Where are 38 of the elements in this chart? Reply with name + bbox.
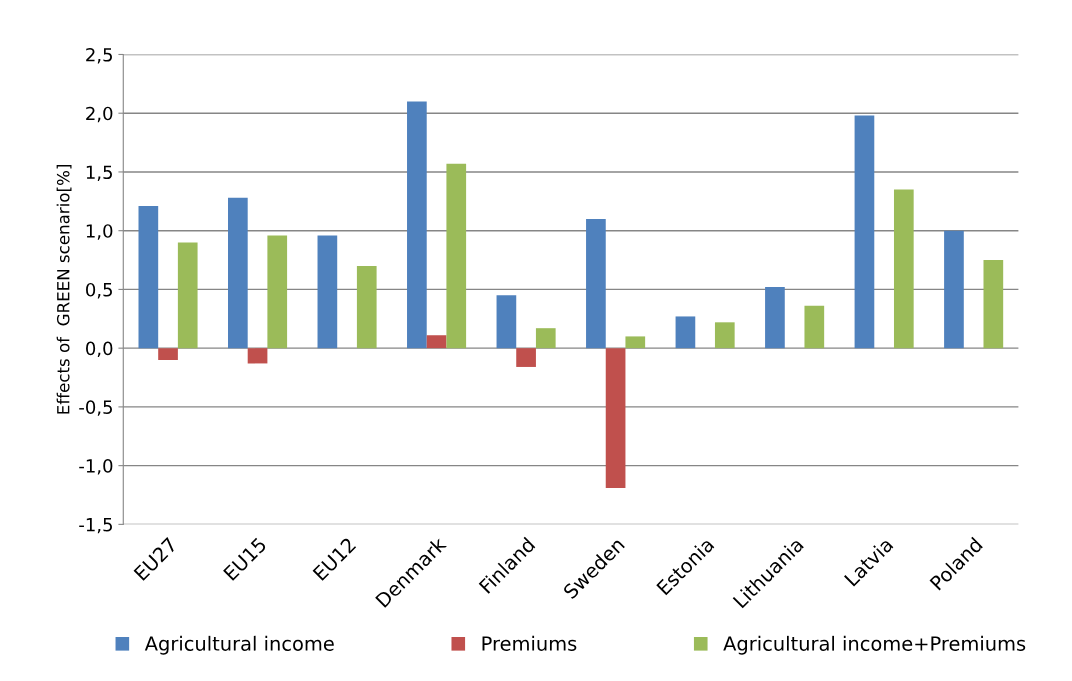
bar <box>586 218 606 349</box>
y-tick-label: 2,5 <box>86 47 112 64</box>
bar <box>407 101 427 349</box>
bar <box>516 348 536 367</box>
legend-label: Premiums <box>482 635 577 651</box>
bar <box>893 189 914 349</box>
y-tick-label: -0,5 <box>79 400 112 416</box>
legend-label: Agricultural income <box>144 635 334 655</box>
bar <box>804 305 825 349</box>
bar <box>625 336 646 349</box>
y-tick-label: 0,0 <box>86 341 113 358</box>
bar <box>228 197 248 349</box>
y-axis-title: Effects of GREEN scenario[%] <box>56 165 72 414</box>
bar <box>158 348 178 360</box>
y-tick-label: -1,5 <box>79 518 112 534</box>
bar <box>177 242 198 349</box>
bar <box>267 235 288 349</box>
bar <box>983 260 1004 349</box>
y-tick-label: -1,0 <box>79 459 113 475</box>
bar <box>426 335 447 349</box>
bar <box>535 328 556 349</box>
y-tick-label: 2,0 <box>86 106 113 123</box>
bar <box>944 230 964 349</box>
bar <box>605 348 626 488</box>
bar <box>765 287 785 349</box>
y-tick-label: 1,0 <box>86 224 113 240</box>
bar <box>675 316 696 349</box>
bar <box>714 322 735 349</box>
y-tick-label: 1,5 <box>86 165 112 181</box>
bar <box>446 163 467 349</box>
bar <box>138 206 159 349</box>
bar <box>496 295 517 349</box>
bar <box>317 235 338 349</box>
legend-label: Agricultural income+Premiums <box>723 635 1026 655</box>
bar <box>854 115 875 349</box>
y-tick-label: 0,5 <box>86 282 112 299</box>
bar <box>247 348 268 364</box>
bar <box>356 265 377 349</box>
